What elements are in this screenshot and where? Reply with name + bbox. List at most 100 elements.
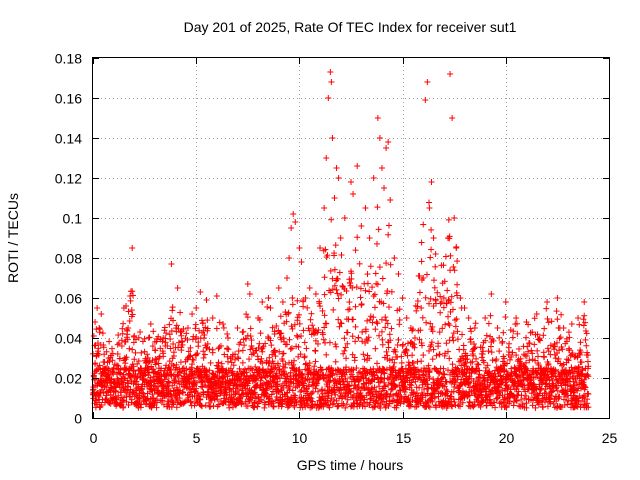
data-point [314,388,321,395]
data-point [311,363,318,370]
data-point [193,305,200,311]
data-point [267,305,274,311]
data-point [198,317,205,324]
data-point [581,299,588,305]
data-point [119,325,126,332]
data-point [334,276,341,283]
data-point [286,336,293,343]
data-point [287,369,294,376]
data-point [333,286,340,293]
data-point [173,322,180,329]
data-point [360,351,367,358]
data-point [482,315,489,321]
data-point [165,378,172,385]
data-point [385,222,392,229]
data-point [379,341,386,348]
data-point [314,340,321,347]
data-point [125,308,132,315]
data-point [292,219,299,225]
data-point [213,293,220,299]
data-point [95,345,102,352]
data-point [358,301,365,308]
data-point [295,343,302,350]
data-point [312,291,319,297]
data-point [399,295,406,301]
data-point [502,299,509,305]
data-point [404,352,411,359]
data-point [249,394,256,401]
data-point [396,306,403,313]
data-point [354,163,361,169]
data-point [132,349,139,356]
data-point [144,364,151,371]
data-point [220,366,227,373]
data-point [414,358,421,365]
data-point [207,403,214,410]
data-point [328,216,335,223]
data-point [100,390,107,397]
data-point [288,345,295,352]
data-point [496,334,503,341]
data-point [449,115,456,121]
data-point [273,322,280,329]
data-point [284,275,291,281]
data-point [499,338,506,345]
data-point [328,79,335,85]
data-point [329,135,336,141]
data-point [442,321,449,328]
x-tick-label: 20 [499,430,515,446]
data-point [307,316,314,323]
data-point [288,225,295,231]
data-point [234,386,241,393]
data-point [97,326,104,333]
data-point [161,376,168,383]
data-point [450,337,457,344]
data-point [341,215,348,221]
data-point [374,320,381,327]
y-tick-label: 0.16 [55,91,82,107]
data-point [392,348,399,355]
x-tick-label: 25 [602,430,618,446]
data-point [131,332,138,339]
data-point [319,386,326,393]
data-point [376,135,383,141]
data-point [396,316,403,323]
data-point [349,284,356,291]
data-point [541,354,548,361]
data-point [169,304,176,311]
data-point [206,346,213,353]
y-tick-label: 0 [74,411,82,427]
data-point [581,312,588,319]
data-point [467,336,474,343]
data-point [389,398,396,405]
data-point [235,355,242,362]
data-point [136,395,143,402]
data-point [371,304,378,311]
data-point [488,349,495,356]
data-point [352,323,359,330]
data-point [279,358,286,365]
data-point [312,358,319,365]
data-point [513,315,520,321]
data-point [123,398,130,405]
data-point [283,318,290,325]
data-point [378,328,385,335]
data-point [215,359,222,366]
data-point [161,324,168,331]
data-point [187,344,194,351]
data-point [398,353,405,360]
data-point [362,287,369,294]
data-point [317,245,324,251]
data-point [221,351,228,358]
data-point [387,197,394,203]
data-point [403,315,410,321]
data-point [241,342,248,349]
data-point [263,387,270,394]
data-point [423,271,430,278]
data-point [335,316,342,323]
data-point [129,346,136,353]
data-point [144,351,151,358]
data-point [506,340,513,347]
data-point [103,348,110,355]
data-point [291,357,298,364]
